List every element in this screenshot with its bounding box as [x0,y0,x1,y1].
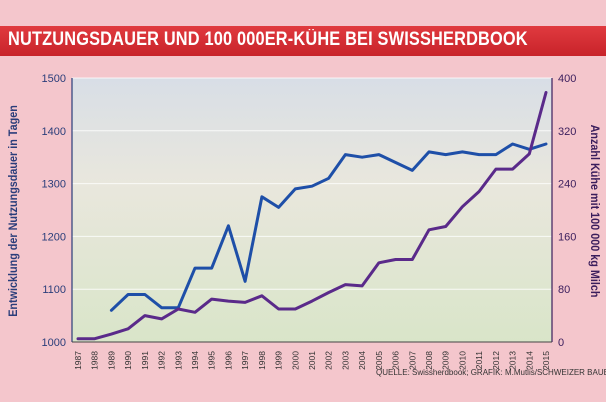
x-tick-label: 1994 [190,351,200,370]
x-tick-label: 1995 [207,351,217,370]
chart-title: NUTZUNGSDAUER UND 100 000ER-KÜHE BEI SWI… [8,29,528,50]
x-tick-label: 1988 [90,351,100,370]
y-tick-label-left: 1300 [42,179,66,191]
x-tick-label: 2010 [457,351,467,370]
y-tick-label-right: 160 [558,231,576,243]
x-tick-label: 1989 [106,351,116,370]
y-tick-label-right: 240 [558,179,576,191]
x-tick-label: 1997 [240,351,250,370]
x-tick-label: 2012 [491,351,501,370]
series-line-100000er-kuehe [76,91,548,341]
x-tick-label: 2004 [357,351,367,370]
y-tick-label-right: 400 [558,73,576,85]
y-tick-label-right: 320 [558,126,576,138]
x-tick-label: 2001 [307,351,317,370]
y-tick-label-left: 1000 [42,337,66,349]
x-tick-label: 1991 [140,351,150,370]
x-tick-label: 2013 [508,351,518,370]
series-line-nutzungsdauer [109,142,548,312]
x-tick-label: 2008 [424,351,434,370]
x-tick-label: 2011 [474,351,484,370]
x-tick-label: 2015 [541,351,551,370]
x-tick-label: 1996 [223,351,233,370]
y-tick-label-right: 0 [558,337,564,349]
x-tick-label: 1998 [257,351,267,370]
x-tick-label: 2007 [407,351,417,370]
source-note: QUELLE: Swissherdbook; GRAFIK: M.Mutlis/… [376,368,606,377]
x-tick-label: 2009 [441,351,451,370]
plot-background [72,78,552,342]
x-tick-label: 1993 [173,351,183,370]
title-bar: NUTZUNGSDAUER UND 100 000ER-KÜHE BEI SWI… [0,26,606,56]
x-tick-label: 1987 [73,351,83,370]
y-tick-label-right: 80 [558,284,570,296]
y-tick-label-left: 1200 [42,231,66,243]
x-tick-label: 2003 [340,351,350,370]
x-tick-label: 1999 [274,351,284,370]
y-tick-label-left: 1400 [42,126,66,138]
y-tick-label-left: 1500 [42,73,66,85]
x-tick-label: 1990 [123,351,133,370]
x-tick-label: 2005 [374,351,384,370]
x-tick-label: 2000 [290,351,300,370]
x-tick-label: 2002 [324,351,334,370]
y-tick-label-left: 1100 [42,284,66,296]
x-tick-label: 1992 [157,351,167,370]
x-tick-label: 2006 [391,351,401,370]
x-tick-label: 2014 [524,351,534,370]
